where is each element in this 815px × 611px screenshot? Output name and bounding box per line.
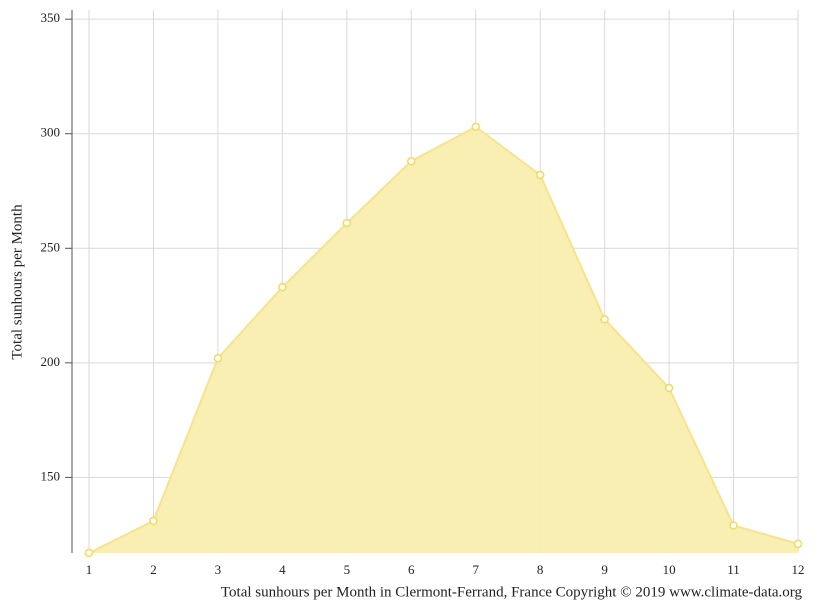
y-axis-label: Total sunhours per Month xyxy=(9,204,25,360)
point xyxy=(793,539,803,549)
x-tick-label: 8 xyxy=(537,562,544,577)
x-tick-label: 2 xyxy=(150,562,157,577)
point xyxy=(149,516,158,526)
point xyxy=(213,354,223,363)
x-tick-label: 11 xyxy=(727,562,740,577)
point xyxy=(535,170,545,180)
y-tick-label: 250 xyxy=(41,239,61,254)
point xyxy=(471,122,480,132)
x-tick-label: 12 xyxy=(792,562,805,577)
y-tick-label: 150 xyxy=(41,468,61,483)
point xyxy=(84,548,94,558)
point xyxy=(278,282,287,292)
point xyxy=(664,383,674,393)
line xyxy=(88,125,799,554)
x-tick-label: 6 xyxy=(408,562,415,577)
x-tick-label: 10 xyxy=(663,562,676,577)
point xyxy=(407,156,416,166)
x-tick-label: 4 xyxy=(279,562,286,577)
area xyxy=(89,126,798,554)
point xyxy=(600,315,609,324)
x-tick-label: 9 xyxy=(601,562,608,577)
y-tick-label: 300 xyxy=(41,125,61,140)
y-tick-label: 200 xyxy=(41,354,61,369)
chart-title: Total sunhours per Month in Clermont-Fer… xyxy=(221,584,803,600)
x-tick-label: 5 xyxy=(344,562,351,577)
x-tick-label: 7 xyxy=(472,562,479,577)
y-tick-label: 350 xyxy=(41,10,61,25)
point xyxy=(342,218,352,228)
x-tick-label: 3 xyxy=(215,562,222,577)
x-tick-label: 1 xyxy=(86,562,93,577)
point xyxy=(729,521,738,530)
